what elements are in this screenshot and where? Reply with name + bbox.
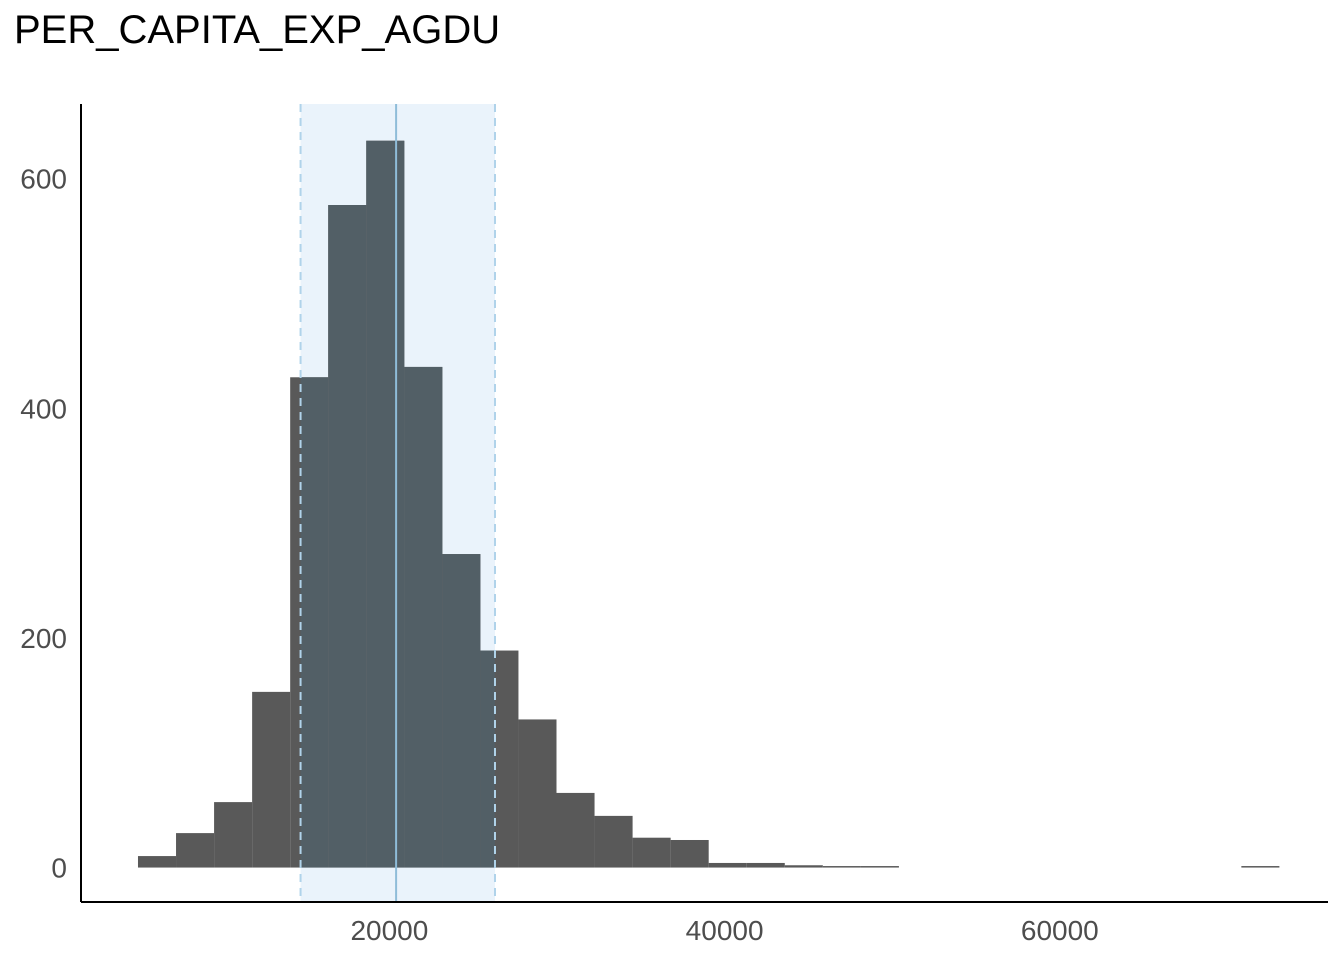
x-tick-label: 20000 <box>350 915 428 946</box>
histogram-bar <box>1241 866 1280 868</box>
y-tick-label: 400 <box>20 393 67 424</box>
bars-layer <box>137 140 1280 868</box>
histogram-bar-band-overlay <box>480 650 495 868</box>
histogram-bar <box>822 866 861 868</box>
histogram-bar <box>632 837 671 868</box>
histogram-bar <box>518 719 557 868</box>
chart-title: PER_CAPITA_EXP_AGDU <box>14 8 501 52</box>
histogram-bar <box>176 833 215 868</box>
x-tick-label: 60000 <box>1021 915 1099 946</box>
histogram-bar-band-overlay <box>366 140 405 868</box>
histogram-bar-band-overlay <box>404 366 443 868</box>
y-tick-label: 200 <box>20 623 67 654</box>
x-tick-label: 40000 <box>686 915 764 946</box>
histogram-bar <box>708 862 747 868</box>
axes-layer: 20000 40000 60000 0 200 400 600 <box>20 104 1328 946</box>
histogram-bar <box>860 866 899 868</box>
histogram-bar <box>137 856 177 868</box>
histogram-bar <box>252 691 291 868</box>
histogram-bar-band-overlay <box>328 205 367 868</box>
y-tick-label: 0 <box>51 853 67 884</box>
histogram-bar <box>594 815 633 868</box>
histogram-bar <box>746 862 785 868</box>
histogram-bar-band-overlay <box>442 554 481 868</box>
y-tick-label: 600 <box>20 164 67 195</box>
histogram-bar-band-overlay <box>300 377 329 868</box>
histogram-bar <box>784 865 823 868</box>
overlay-layer <box>299 104 496 902</box>
histogram-bar <box>670 839 709 868</box>
histogram-bar <box>556 792 595 868</box>
histogram-bar <box>214 802 253 868</box>
